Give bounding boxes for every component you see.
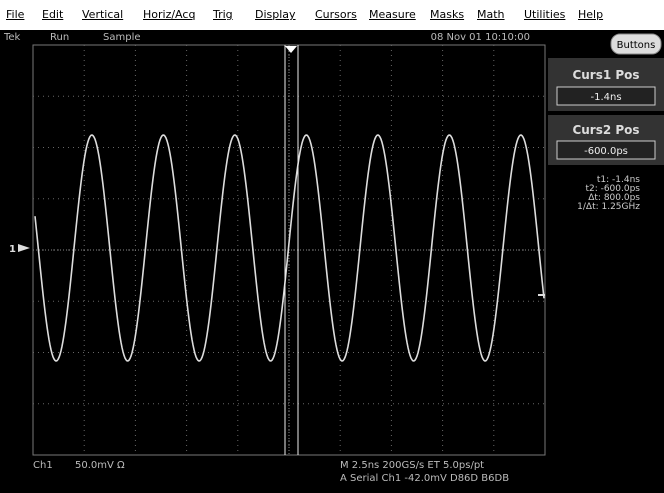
menu-bar: File Edit Vertical Horiz/Acq Trig Display Curs… [0,0,664,30]
menu-item[interactable]: Display [255,8,296,21]
menu-item[interactable]: Cursors [315,8,357,21]
menu-item[interactable]: Edit [42,8,64,21]
buttons-label[interactable]: Buttons [617,40,656,51]
bottom-trigger: A Serial Ch1 -42.0mV D86D B6DB [340,473,509,484]
menu-item[interactable]: Vertical [82,8,124,21]
menu-item[interactable]: Trig [213,8,233,21]
curs2-field[interactable] [556,140,656,160]
run-state: Run [50,32,69,43]
curs1-title: Curs1 Pos [572,68,639,82]
curs1-value: -1.4ns [590,92,621,103]
trigger-position [285,46,297,53]
channel-marker: 1 [9,244,16,255]
menu-item[interactable]: File [6,8,25,21]
cursor-readout: Δt: 800.0ps [588,193,640,203]
cursor-readout: t1: -1.4ns [597,175,640,185]
cursor-readout: t2: -600.0ps [585,184,640,194]
menu-item[interactable]: Utilities [524,8,566,21]
waveform [34,134,545,362]
curs1-field[interactable] [556,86,656,106]
buttons-button[interactable] [610,33,662,55]
acq-mode: Sample [103,32,141,43]
menu-item[interactable]: Math [477,8,505,21]
menu-item[interactable]: Help [578,8,604,21]
curs2-title: Curs2 Pos [572,123,639,137]
cursor-readout: 1/Δt: 1.25GHz [577,202,640,212]
bottom-scale: 50.0mV Ω [75,460,125,471]
menu-item[interactable]: Masks [430,8,465,21]
bottom-channel: Ch1 [33,460,53,471]
datetime: 08 Nov 01 10:10:00 [431,32,530,43]
bottom-timebase: M 2.5ns 200GS/s ET 5.0ps/pt [340,460,484,471]
menu-item[interactable]: Horiz/Acq [143,8,196,21]
channel-arrow [18,244,30,252]
brand: Tek [3,32,21,43]
curs2-value: -600.0ps [584,146,628,157]
menu-item[interactable]: Measure [369,8,416,21]
